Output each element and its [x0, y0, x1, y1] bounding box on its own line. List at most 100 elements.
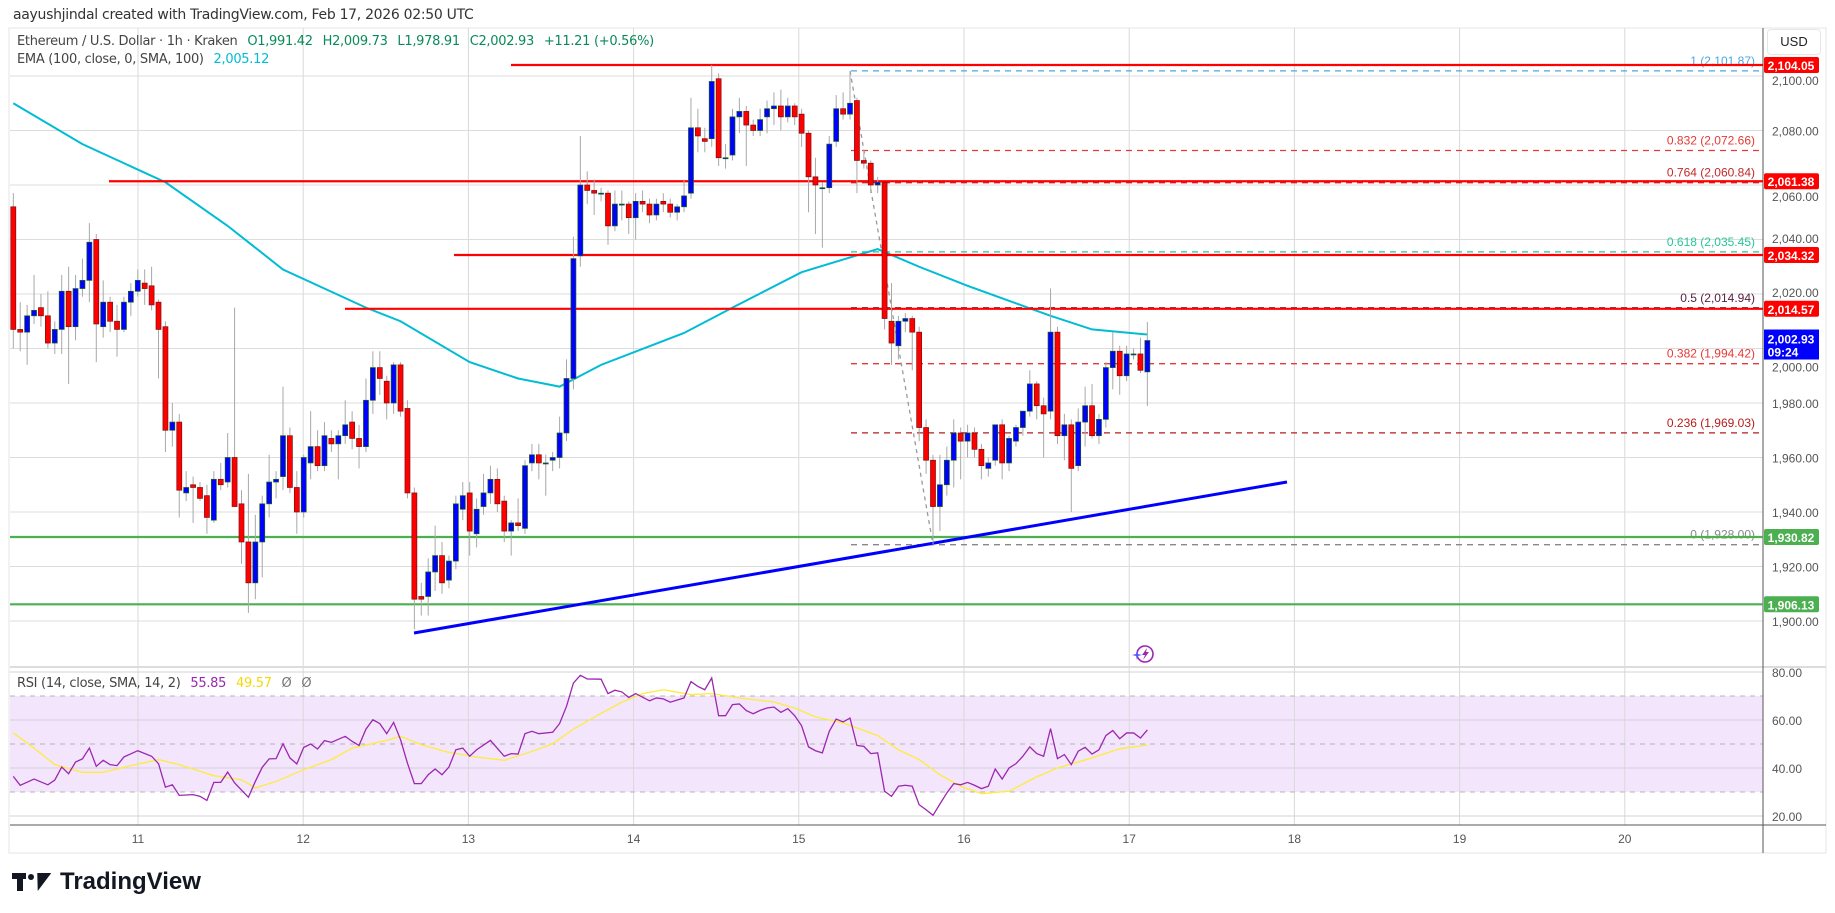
candle — [466, 482, 473, 556]
candle — [238, 490, 245, 564]
candle — [1068, 419, 1075, 512]
candle — [1089, 383, 1095, 439]
candle — [501, 495, 508, 542]
fib-level-label: 0 (1,928.00) — [1690, 528, 1755, 542]
candle-body — [722, 157, 729, 160]
candle-body — [874, 181, 881, 186]
tradingview-logo[interactable]: TradingView — [12, 868, 201, 896]
rsi-legend[interactable]: RSI (14, close, SMA, 14, 2) 55.85 49.57 … — [17, 676, 317, 691]
candle — [1116, 345, 1123, 395]
last-price-box — [1764, 329, 1819, 360]
currency-button[interactable]: USD — [1767, 29, 1821, 55]
candle-body — [273, 478, 279, 483]
x-tick-label: 17 — [1123, 832, 1137, 846]
candle — [217, 462, 224, 491]
candle — [646, 198, 653, 224]
candle-body — [349, 421, 355, 439]
trendline — [413, 480, 1288, 635]
candle — [418, 582, 425, 616]
candle — [867, 160, 874, 194]
candle — [860, 152, 867, 169]
candle-body — [107, 301, 113, 322]
candle — [307, 411, 314, 480]
candle — [722, 144, 729, 169]
candle-body — [778, 105, 784, 118]
candle — [280, 386, 286, 491]
x-tick-label: 13 — [462, 832, 476, 846]
candle-body — [114, 320, 120, 330]
fib-level-label: 0.764 (2,060.84) — [1667, 166, 1755, 180]
candle-body — [141, 282, 148, 289]
candle — [529, 443, 535, 472]
candle-body — [204, 495, 210, 518]
close-value: C2,002.93 — [469, 34, 535, 49]
candle-body — [439, 555, 445, 584]
candle — [231, 307, 238, 507]
rsi-sma-value: 49.57 — [235, 676, 272, 691]
candle — [10, 193, 17, 349]
candle — [805, 130, 812, 213]
candle-body — [757, 119, 763, 131]
candle-body — [950, 432, 957, 461]
candle-body — [916, 331, 923, 428]
x-tick-label: 12 — [297, 832, 311, 846]
candle — [535, 443, 542, 480]
candle — [287, 427, 293, 493]
candle — [432, 525, 438, 592]
candle — [943, 446, 950, 496]
candle-body — [418, 596, 425, 600]
candle — [895, 315, 902, 360]
candle — [1123, 345, 1130, 382]
candle-body — [501, 500, 508, 532]
price-label-box — [1764, 300, 1819, 317]
candle-body — [370, 367, 376, 401]
candle-body — [411, 492, 418, 600]
candle — [681, 179, 687, 213]
x-tick-label: 11 — [132, 832, 145, 846]
candle-body — [197, 487, 203, 499]
candle — [1103, 362, 1109, 428]
candle-body — [24, 315, 30, 333]
candle — [888, 283, 895, 365]
lightning-icon[interactable] — [1132, 645, 1154, 663]
ema-legend[interactable]: EMA (100, close, 0, SMA, 100) 2,005.12 — [17, 52, 275, 67]
candle — [176, 413, 183, 518]
candle — [148, 266, 155, 311]
change-value: +11.21 (+0.56%) — [543, 34, 654, 49]
candle — [549, 452, 556, 472]
candle — [750, 119, 757, 136]
candle-body — [653, 203, 660, 216]
candle — [459, 482, 466, 521]
candle-body — [121, 301, 127, 330]
candle-body — [10, 206, 17, 330]
tradingview-logo-icon — [12, 871, 52, 893]
candle — [784, 97, 791, 123]
candle — [598, 187, 604, 202]
candle — [778, 89, 784, 131]
candle-body — [425, 571, 432, 597]
candle-body — [784, 105, 791, 118]
candle — [508, 520, 515, 556]
candle-body — [169, 421, 176, 431]
candle-body — [1006, 438, 1012, 464]
candle-body — [1137, 353, 1144, 371]
y-tick-label: 2,040.00 — [1772, 232, 1819, 246]
candle-body — [459, 495, 466, 510]
candle — [632, 193, 639, 240]
candle-body — [743, 111, 750, 126]
rsi-value: 55.85 — [190, 676, 227, 691]
x-tick-label: 20 — [1618, 832, 1632, 846]
price-label-box — [1764, 529, 1819, 546]
candle-body — [190, 484, 196, 488]
candle-body — [287, 435, 293, 488]
rsi-tick-label: 20.00 — [1772, 810, 1802, 824]
candle — [618, 190, 625, 221]
symbol-name[interactable]: Ethereum / U.S. Dollar · 1h · Kraken — [17, 34, 238, 49]
y-tick-label: 2,080.00 — [1772, 125, 1819, 139]
candle — [204, 484, 210, 534]
candle-body — [58, 290, 65, 330]
rsi-tick-label: 80.00 — [1772, 666, 1802, 680]
attribution-text: aayushjindal created with TradingView.co… — [13, 7, 474, 23]
y-tick-label: 2,020.00 — [1772, 286, 1819, 300]
